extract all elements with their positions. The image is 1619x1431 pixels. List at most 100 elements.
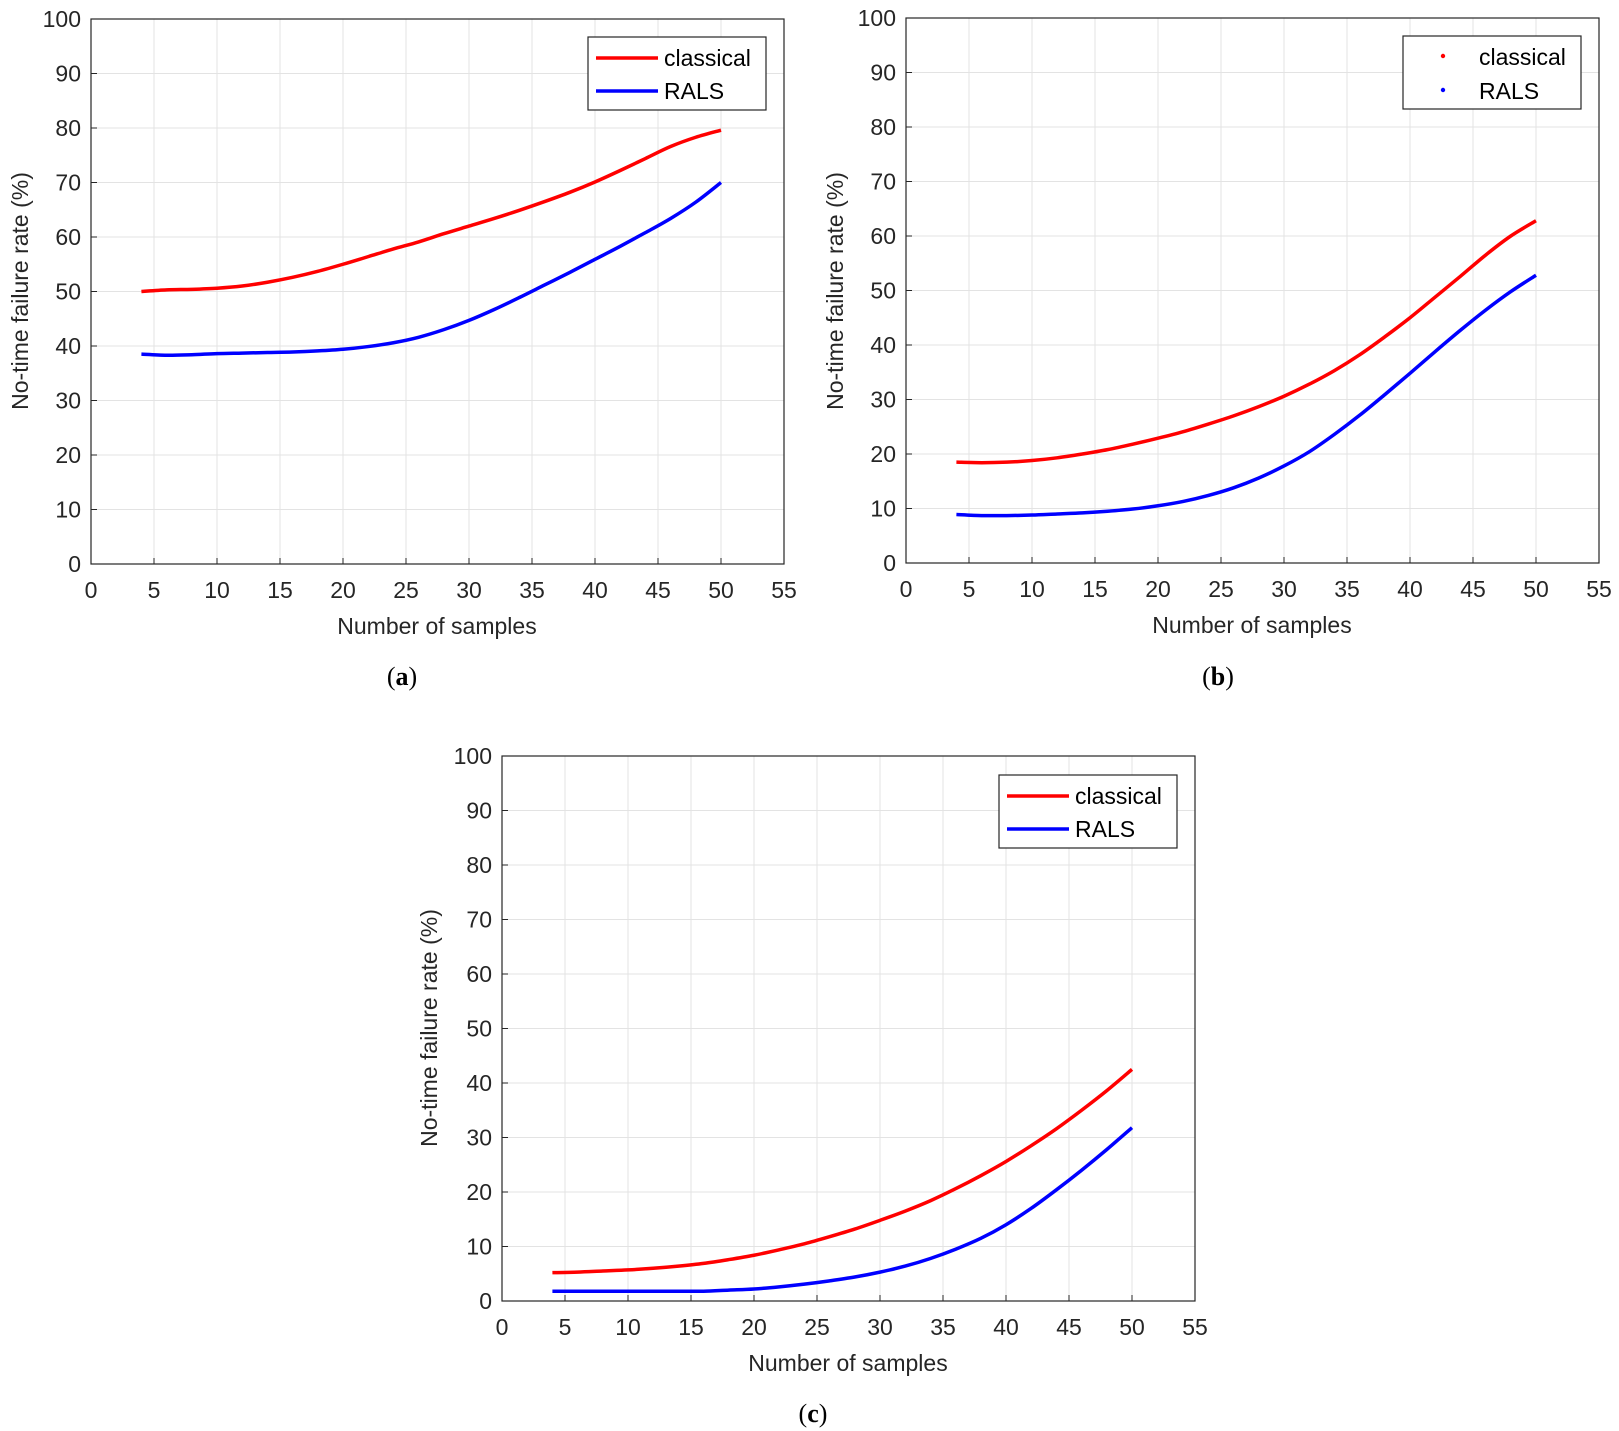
x-tick-label: 45 [1056,1314,1082,1340]
x-axis-label: Number of samples [1152,612,1351,638]
x-tick-label: 35 [930,1314,956,1340]
y-tick-label: 20 [55,442,81,468]
x-tick-labels: 0 5 10 15 20 25 30 35 40 45 50 55 [496,1295,1208,1340]
x-tick-label: 5 [559,1314,572,1340]
y-tick-label: 80 [55,115,81,141]
caption-close: ) [409,662,418,691]
x-tick-label: 20 [330,577,356,603]
y-tick-label: 30 [870,387,896,413]
x-tick-label: 20 [741,1314,767,1340]
legend-label-rals: RALS [664,78,724,104]
x-tick-label: 35 [1334,576,1360,602]
x-tick-label: 45 [1460,576,1486,602]
x-tick-label: 30 [456,577,482,603]
caption-letter: a [396,662,409,691]
x-tick-label: 20 [1145,576,1171,602]
y-tick-label: 10 [55,497,81,523]
x-tick-labels: 0 5 10 15 20 25 30 35 40 45 50 55 [85,558,797,603]
x-tick-label: 25 [1208,576,1234,602]
x-tick-labels: 0 5 10 15 20 25 30 35 40 45 50 55 [900,557,1612,602]
legend-box [1402,35,1582,110]
y-tick-label: 0 [479,1288,492,1314]
x-tick-label: 40 [993,1314,1019,1340]
x-tick-label: 50 [1119,1314,1145,1340]
caption-letter: c [807,1399,819,1428]
panel-a: 0 5 10 15 20 25 30 35 40 45 50 55 0 10 20 30 40 50 60 70 80… [7,6,797,691]
y-tick-label: 80 [870,114,896,140]
x-tick-label: 15 [1082,576,1108,602]
x-axis-label: Number of samples [337,613,536,639]
series-line-rals [956,273,1537,518]
caption-close: ) [819,1399,828,1428]
series-line-rals [552,1126,1134,1294]
y-tick-label: 70 [55,170,81,196]
series-group [956,219,1537,518]
y-axis-label: No-time failure rate (%) [416,909,442,1147]
x-tick-label: 10 [204,577,230,603]
y-tick-label: 60 [466,961,492,987]
y-tick-label: 90 [870,60,896,86]
x-tick-label: 30 [1271,576,1297,602]
x-tick-label: 55 [1182,1314,1208,1340]
y-tick-label: 70 [466,907,492,933]
series-line-classical [141,128,722,294]
legend-box [998,774,1178,849]
series-line-classical [552,1068,1134,1275]
x-tick-label: 25 [393,577,419,603]
caption-open: ( [799,1399,808,1428]
legend-swatch-rals [1440,87,1446,93]
panel-b: 0 5 10 15 20 25 30 35 40 45 50 55 0 10 20 30 40 50 60 70 80… [822,5,1612,691]
x-tick-label: 55 [1586,576,1612,602]
y-tick-label: 20 [466,1179,492,1205]
y-tick-label: 90 [466,798,492,824]
legend-label-classical: classical [1075,783,1162,809]
legend: classical RALS [998,774,1178,849]
legend: classical RALS [587,36,767,111]
x-tick-label: 35 [519,577,545,603]
x-tick-label: 15 [267,577,293,603]
caption-open: ( [1202,662,1211,691]
x-tick-label: 40 [1397,576,1423,602]
panel-caption: (b) [1202,662,1234,691]
y-tick-label: 60 [870,223,896,249]
panel-caption: (a) [387,662,417,691]
x-tick-label: 50 [708,577,734,603]
caption-close: ) [1225,662,1234,691]
y-tick-label: 50 [870,278,896,304]
x-tick-label: 30 [867,1314,893,1340]
y-tick-labels: 0 10 20 30 40 50 60 70 80 90 100 [454,743,508,1314]
y-axis-label: No-time failure rate (%) [7,172,33,410]
x-tick-label: 55 [771,577,797,603]
x-tick-label: 15 [678,1314,704,1340]
x-tick-label: 40 [582,577,608,603]
panel-caption: (c) [799,1399,828,1428]
series-group [552,1068,1134,1294]
legend-label-rals: RALS [1479,78,1539,104]
legend-box [587,36,767,111]
y-tick-labels: 0 10 20 30 40 50 60 70 80 90 100 [858,5,912,576]
caption-open: ( [387,662,396,691]
y-tick-label: 80 [466,852,492,878]
series-group [141,128,723,358]
x-tick-label: 25 [804,1314,830,1340]
x-tick-label: 10 [1019,576,1045,602]
y-tick-label: 10 [466,1234,492,1260]
legend-label-classical: classical [664,45,751,71]
y-tick-label: 0 [883,550,896,576]
y-tick-label: 70 [870,169,896,195]
series-line-rals [141,181,723,358]
x-tick-label: 0 [496,1314,509,1340]
y-tick-label: 40 [870,332,896,358]
legend-label-rals: RALS [1075,816,1135,842]
x-tick-label: 50 [1523,576,1549,602]
y-tick-label: 60 [55,224,81,250]
y-tick-label: 50 [55,279,81,305]
y-tick-label: 10 [870,496,896,522]
x-tick-label: 0 [85,577,98,603]
x-tick-label: 5 [963,576,976,602]
legend: classical RALS [1402,35,1582,110]
y-tick-labels: 0 10 20 30 40 50 60 70 80 90 100 [43,6,97,577]
y-tick-label: 90 [55,61,81,87]
y-tick-label: 100 [454,743,492,769]
